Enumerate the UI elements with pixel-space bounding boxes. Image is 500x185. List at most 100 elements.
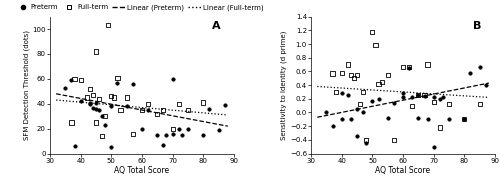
Point [390,101,398,104]
Point [332,90,340,93]
Y-axis label: SFM Detection Threshold (dots): SFM Detection Threshold (dots) [23,30,30,140]
Point [138,109,146,112]
Point [328,72,336,75]
Point [104,24,112,27]
Point [110,96,118,99]
Point [184,109,192,112]
Point [414,117,422,120]
Point [353,73,361,76]
Point [154,112,162,115]
Point [350,77,358,80]
Point [92,121,100,124]
Point [89,94,97,97]
Point [86,87,94,90]
Point [460,118,468,121]
Point [445,118,453,121]
Point [445,103,453,106]
Point [114,76,122,79]
Point [68,121,76,124]
Point [374,98,382,101]
Point [98,135,106,138]
Point [430,101,438,104]
Point [344,63,352,66]
Point [436,97,444,100]
Point [128,82,136,85]
Point [414,94,422,97]
Text: B: B [473,21,482,31]
Point [368,99,376,102]
Point [144,102,152,105]
Point [359,111,367,114]
Point [439,95,447,98]
Point [390,138,398,141]
Point [399,95,407,98]
Point [168,132,176,135]
Point [68,79,76,82]
Point [347,73,355,76]
X-axis label: AQ Total Score: AQ Total Score [376,166,430,176]
X-axis label: AQ Total Score: AQ Total Score [114,166,170,176]
Point [430,145,438,148]
Point [420,94,428,97]
Point [356,103,364,106]
Point [220,104,228,107]
Point [168,127,176,130]
Point [362,142,370,145]
Point [405,65,413,68]
Point [199,133,207,136]
Point [92,50,100,53]
Point [62,86,70,89]
Point [399,65,407,68]
Point [338,118,346,121]
Point [101,123,109,126]
Point [70,145,78,148]
Point [114,81,122,84]
Point [344,93,352,96]
Point [460,118,468,121]
Point [347,118,355,121]
Text: A: A [212,21,220,31]
Legend: Preterm, Full-term, Linear (Preterm), Linear (Full-term): Preterm, Full-term, Linear (Preterm), Li… [14,2,266,14]
Point [408,104,416,107]
Point [76,100,84,103]
Point [76,79,84,82]
Point [92,101,100,104]
Y-axis label: Sensitivity to Identity (d prime): Sensitivity to Identity (d prime) [280,30,287,140]
Point [122,96,130,99]
Point [83,96,91,99]
Point [378,80,386,83]
Point [353,135,361,138]
Point [476,103,484,106]
Point [108,146,116,149]
Point [399,92,407,95]
Point [338,71,346,74]
Point [408,96,416,99]
Point [86,102,94,105]
Point [214,128,222,131]
Point [168,77,176,80]
Point [430,96,438,99]
Point [108,95,116,98]
Point [372,44,380,47]
Point [384,73,392,76]
Point [108,105,116,108]
Point [160,143,168,146]
Point [328,125,336,128]
Point [362,138,370,141]
Point [95,97,103,100]
Point [174,127,182,130]
Point [353,108,361,111]
Point [70,77,78,80]
Point [322,111,330,114]
Point [95,109,103,112]
Point [359,90,367,93]
Point [154,133,162,136]
Point [89,106,97,109]
Point [138,127,146,130]
Point [482,84,490,87]
Point [424,63,432,66]
Point [116,109,124,112]
Point [424,118,432,121]
Point [86,101,94,104]
Point [414,94,422,97]
